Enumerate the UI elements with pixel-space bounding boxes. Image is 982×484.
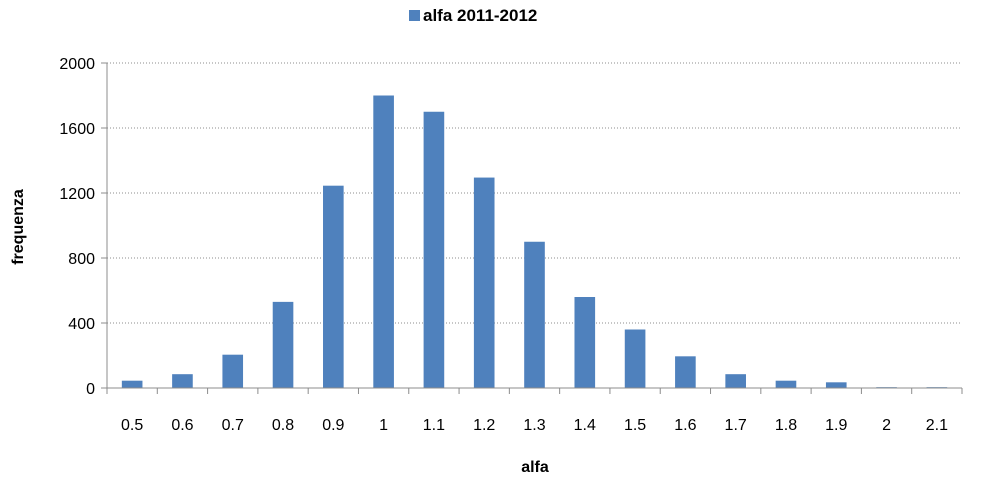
bar <box>675 356 696 388</box>
bar <box>323 185 344 388</box>
bar <box>222 354 244 388</box>
bars <box>121 95 948 388</box>
x-tick-label: 1.3 <box>523 417 545 434</box>
y-tick-label: 1200 <box>59 186 95 203</box>
x-axis-title: alfa <box>521 459 549 476</box>
x-tick-label: 1.5 <box>624 417 646 434</box>
axes <box>106 63 962 389</box>
x-axis-ticks: 0.5 0.6 0.7 0.8 0.9 1 1.1 1.2 1.3 1.4 1.5 1.6 1.7 1.8… <box>106 388 963 434</box>
legend-label: alfa 2011-2012 <box>423 6 537 25</box>
bar <box>524 241 545 388</box>
bar <box>574 297 596 388</box>
y-tick-label: 800 <box>68 251 95 268</box>
x-tick-label: 2 <box>882 417 891 434</box>
bar <box>725 374 746 388</box>
x-tick-label: 2.1 <box>926 417 948 434</box>
bar <box>272 301 294 388</box>
x-tick-label: 1.4 <box>574 417 596 434</box>
x-tick-label: 1.6 <box>674 417 696 434</box>
bar <box>775 380 797 388</box>
x-tick-label: 1.2 <box>473 417 495 434</box>
y-tick-label: 1600 <box>59 121 95 138</box>
y-tick-label: 2000 <box>59 56 95 73</box>
legend-swatch <box>409 10 420 21</box>
x-tick-label: 0.5 <box>121 417 143 434</box>
x-tick-label: 1.1 <box>423 417 445 434</box>
bar <box>825 382 847 388</box>
x-tick-label: 0.7 <box>222 417 244 434</box>
x-tick-label: 1.8 <box>775 417 797 434</box>
y-axis-ticks: 0 400 800 1200 1600 2000 <box>59 56 107 398</box>
y-tick-label: 400 <box>68 316 95 333</box>
x-tick-label: 1.9 <box>825 417 847 434</box>
bar <box>624 329 646 388</box>
y-axis-title: frequenza <box>10 189 27 265</box>
bar <box>121 380 143 388</box>
bar <box>423 111 445 388</box>
bar <box>373 95 394 388</box>
x-tick-label: 0.8 <box>272 417 294 434</box>
bar <box>473 177 495 388</box>
x-tick-label: 0.9 <box>322 417 344 434</box>
y-tick-label: 0 <box>86 381 95 398</box>
x-tick-label: 1 <box>379 417 388 434</box>
legend: alfa 2011-2012 <box>409 6 537 25</box>
x-tick-label: 0.6 <box>171 417 193 434</box>
x-tick-label: 1.7 <box>725 417 747 434</box>
bar <box>172 374 193 388</box>
